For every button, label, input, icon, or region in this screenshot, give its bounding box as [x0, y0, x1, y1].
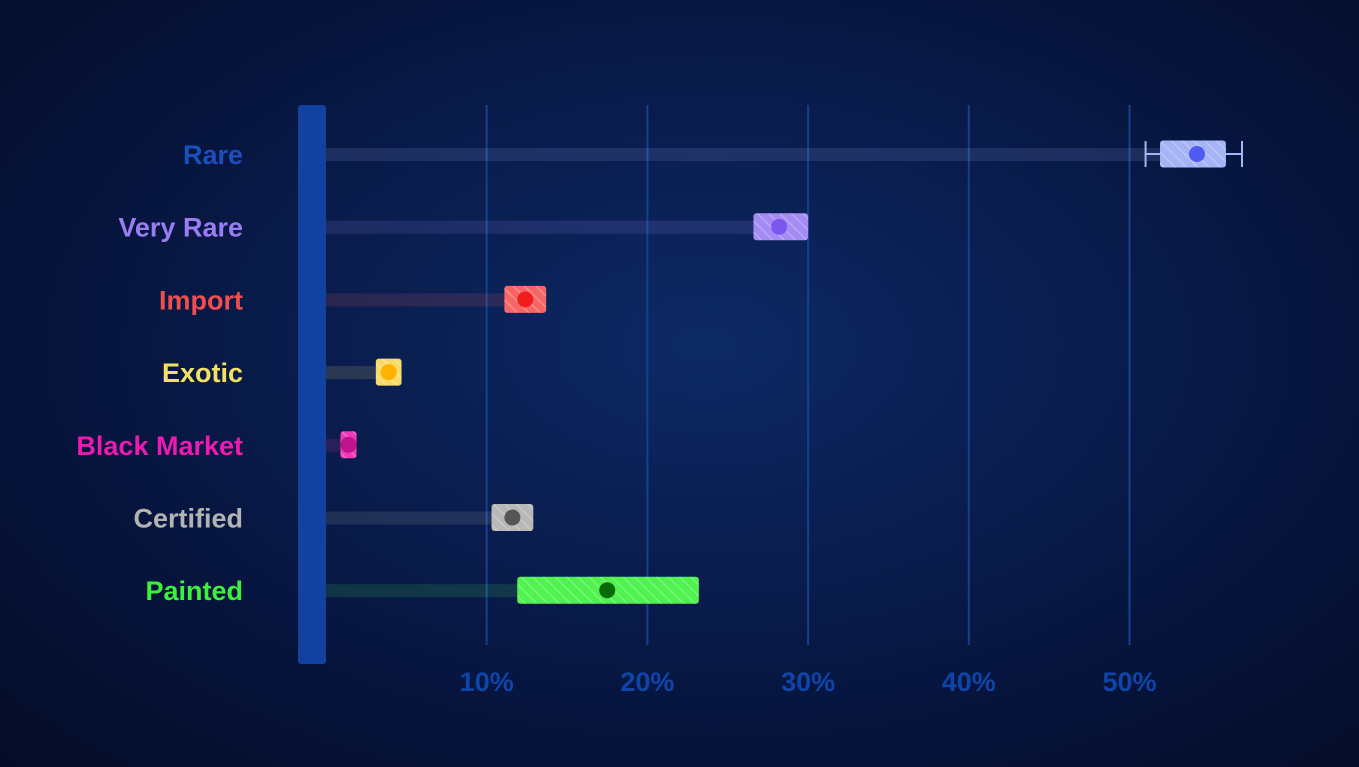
track-bar	[326, 148, 1161, 161]
median-dot	[599, 582, 616, 599]
category-label: Exotic	[162, 358, 243, 388]
median-dot	[504, 509, 521, 526]
track-bar	[326, 366, 376, 380]
category-label: Certified	[133, 504, 243, 534]
x-tick-label: 40%	[942, 667, 996, 697]
x-tick-label: 30%	[781, 667, 835, 697]
track-bar	[326, 293, 505, 307]
category-label: Painted	[145, 576, 243, 606]
category-label: Very Rare	[118, 213, 243, 243]
y-axis-bar	[298, 105, 326, 664]
track-bar	[326, 511, 492, 525]
track-bar	[326, 220, 754, 234]
track-bar	[326, 584, 518, 598]
median-dot	[340, 436, 357, 453]
x-tick-label: 20%	[620, 667, 674, 697]
track-bar	[326, 438, 341, 452]
median-dot	[517, 291, 534, 308]
median-dot	[771, 218, 788, 235]
median-dot	[1188, 146, 1205, 162]
category-label: Import	[159, 285, 243, 315]
x-tick-label: 50%	[1102, 667, 1156, 697]
category-label: Rare	[183, 140, 243, 170]
category-label: Black Market	[76, 431, 243, 461]
median-dot	[380, 364, 397, 381]
x-tick-label: 10%	[460, 667, 514, 697]
